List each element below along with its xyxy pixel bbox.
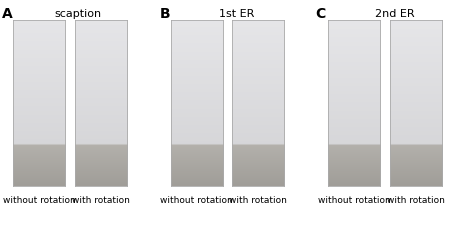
Text: scaption: scaption	[55, 9, 102, 19]
Text: B: B	[160, 7, 171, 21]
Text: with rotation: with rotation	[72, 196, 130, 205]
Text: 1st ER: 1st ER	[219, 9, 255, 19]
Text: C: C	[316, 7, 326, 21]
Text: without rotation: without rotation	[318, 196, 391, 205]
Text: 2nd ER: 2nd ER	[375, 9, 415, 19]
Text: A: A	[2, 7, 13, 21]
Text: with rotation: with rotation	[387, 196, 445, 205]
Text: with rotation: with rotation	[229, 196, 287, 205]
Text: without rotation: without rotation	[3, 196, 76, 205]
Text: without rotation: without rotation	[160, 196, 233, 205]
